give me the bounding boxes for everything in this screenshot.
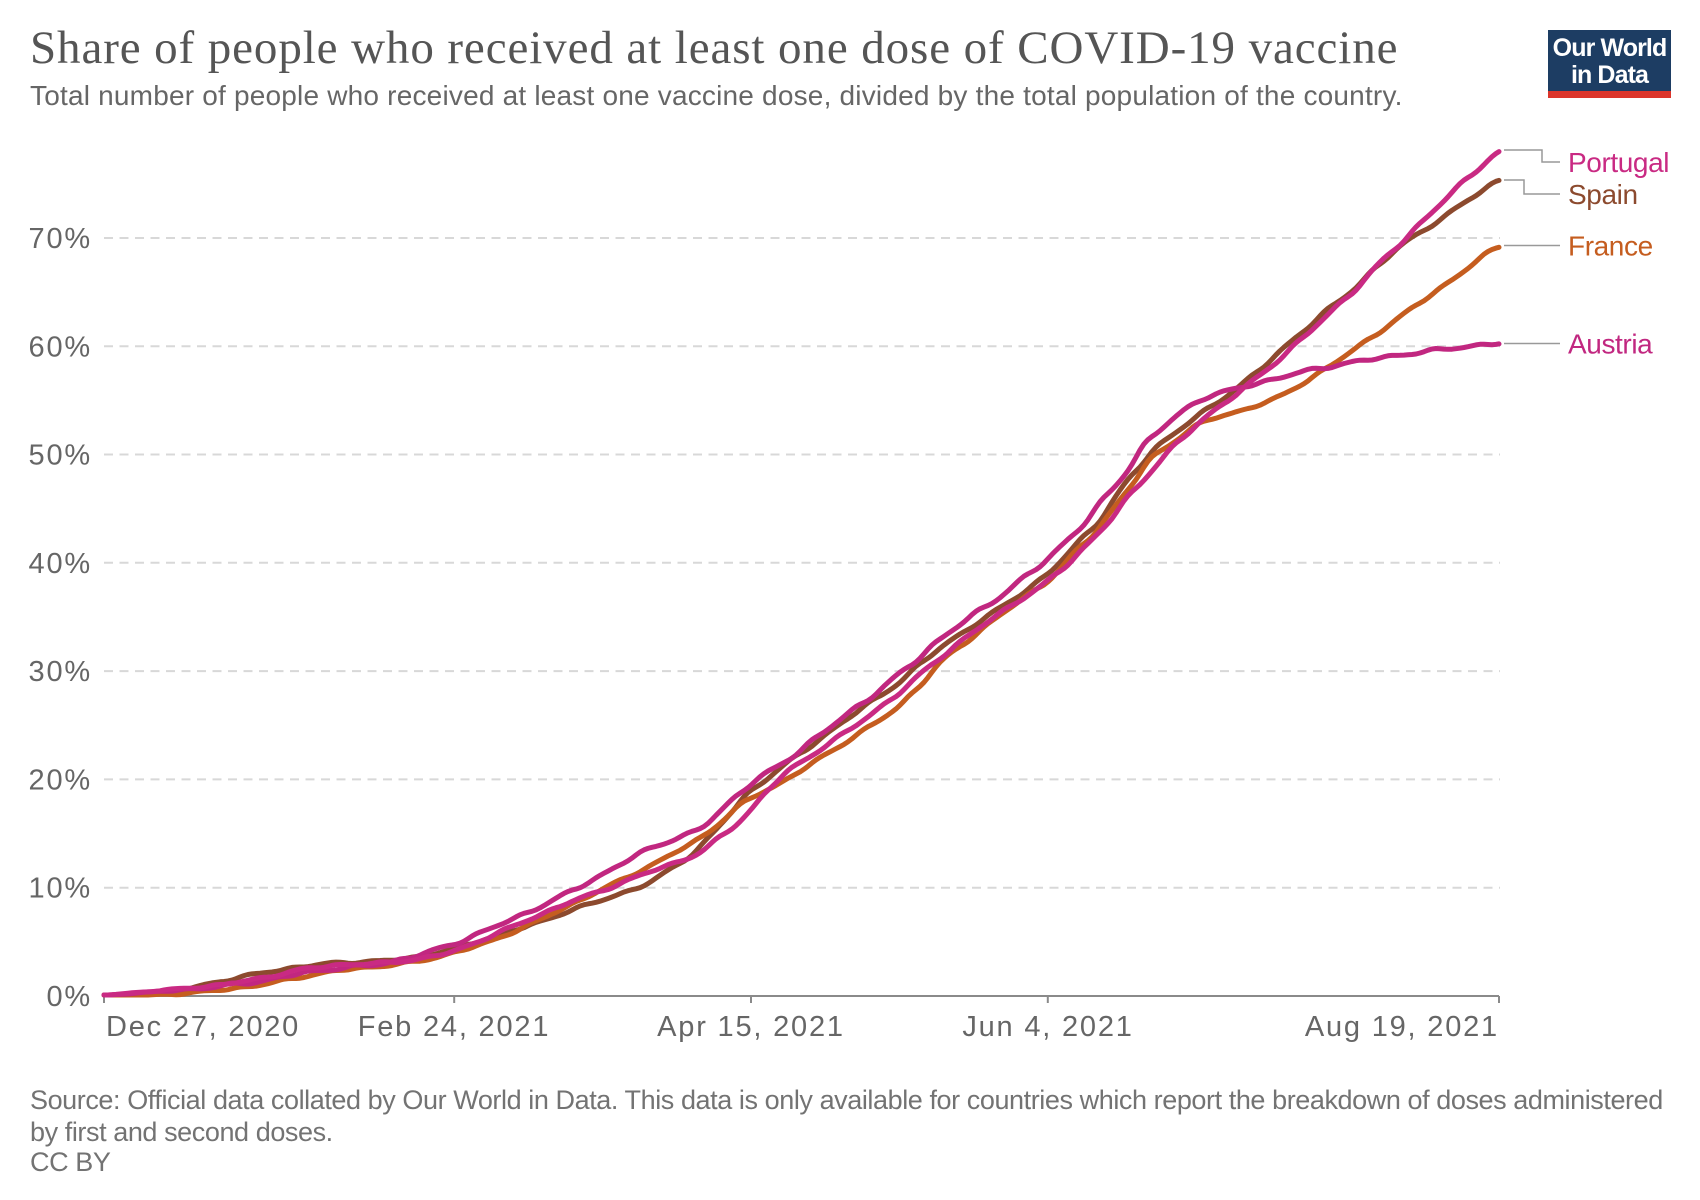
svg-text:20%: 20% xyxy=(29,764,92,796)
svg-text:Spain: Spain xyxy=(1568,179,1638,210)
svg-text:40%: 40% xyxy=(29,548,92,580)
svg-text:30%: 30% xyxy=(29,656,92,688)
svg-text:0%: 0% xyxy=(46,981,92,1013)
svg-text:by first and second doses.: by first and second doses. xyxy=(30,1117,333,1147)
svg-text:60%: 60% xyxy=(29,331,92,363)
svg-text:CC BY: CC BY xyxy=(30,1147,111,1177)
svg-text:Austria: Austria xyxy=(1568,329,1653,360)
svg-text:Dec 27, 2020: Dec 27, 2020 xyxy=(106,1011,300,1043)
svg-text:Jun 4, 2021: Jun 4, 2021 xyxy=(962,1011,1133,1043)
svg-text:70%: 70% xyxy=(29,223,92,255)
svg-text:Apr 15, 2021: Apr 15, 2021 xyxy=(657,1011,845,1043)
svg-text:Share of people who received a: Share of people who received at least on… xyxy=(30,22,1398,74)
svg-text:Portugal: Portugal xyxy=(1568,147,1669,178)
svg-text:in Data: in Data xyxy=(1571,61,1650,89)
svg-text:50%: 50% xyxy=(29,440,92,472)
svg-text:France: France xyxy=(1568,231,1653,262)
svg-text:Source: Official data collated: Source: Official data collated by Our Wo… xyxy=(30,1085,1663,1115)
svg-text:Our World: Our World xyxy=(1553,34,1667,62)
svg-text:Total number of people who rec: Total number of people who received at l… xyxy=(30,80,1403,111)
svg-text:Feb 24, 2021: Feb 24, 2021 xyxy=(358,1011,551,1043)
svg-text:Aug 19, 2021: Aug 19, 2021 xyxy=(1305,1011,1499,1043)
svg-text:10%: 10% xyxy=(29,873,92,905)
